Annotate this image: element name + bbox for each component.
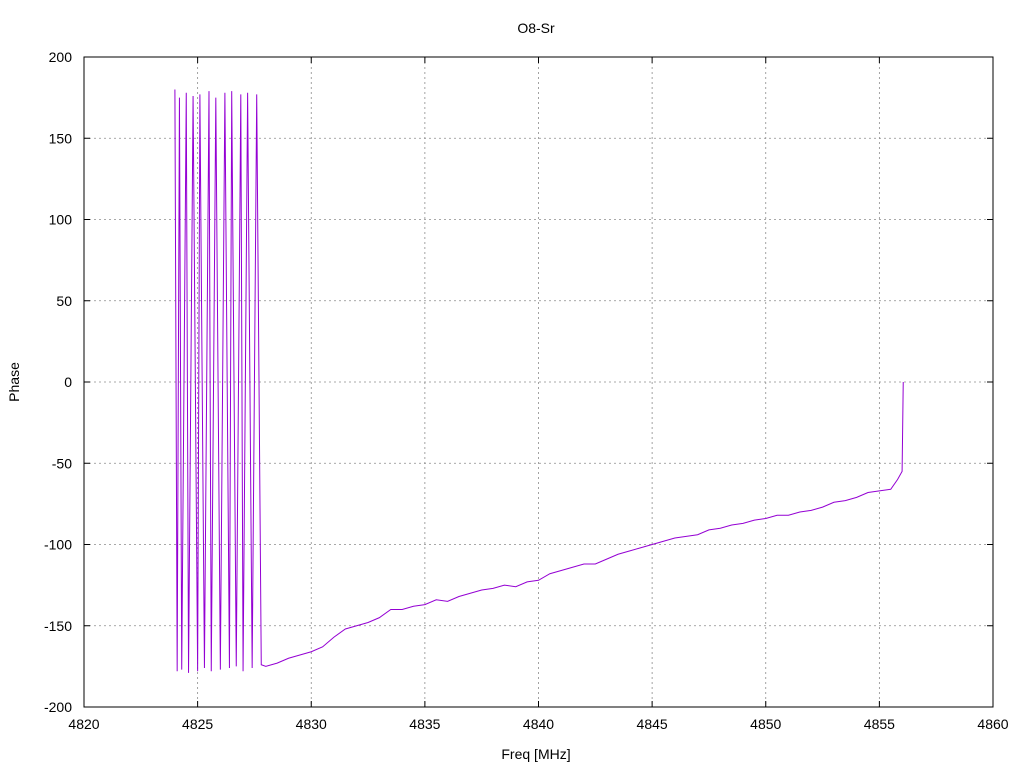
y-tick-label: -200 <box>44 699 72 715</box>
y-tick-label: 100 <box>49 212 73 228</box>
x-tick-label: 4830 <box>296 716 327 732</box>
x-tick-label: 4860 <box>977 716 1008 732</box>
x-tick-label: 4820 <box>68 716 99 732</box>
y-tick-label: -100 <box>44 537 72 553</box>
x-tick-label: 4825 <box>182 716 213 732</box>
y-tick-label: -50 <box>52 455 72 471</box>
x-axis-title: Freq [MHz] <box>501 746 570 762</box>
y-tick-label: 0 <box>64 374 72 390</box>
x-tick-label: 4835 <box>409 716 440 732</box>
y-tick-labels: -200 -150 -100 -50 0 50 100 150 200 <box>44 49 72 715</box>
series-line-phase <box>174 89 904 673</box>
x-tick-label: 4845 <box>637 716 668 732</box>
y-tick-label: 200 <box>49 49 73 65</box>
y-tick-label: -150 <box>44 618 72 634</box>
plot-frame <box>83 56 994 708</box>
y-axis-title: Phase <box>6 362 22 402</box>
x-tick-label: 4840 <box>523 716 554 732</box>
chart-title: O8-Sr <box>517 20 555 36</box>
x-tick-label: 4855 <box>864 716 895 732</box>
y-tick-label: 150 <box>49 130 73 146</box>
x-tick-labels: 4820 4825 4830 4835 4840 4845 4850 4855 4860 <box>68 716 1008 732</box>
x-tick-label: 4850 <box>750 716 781 732</box>
y-tick-label: 50 <box>56 293 72 309</box>
